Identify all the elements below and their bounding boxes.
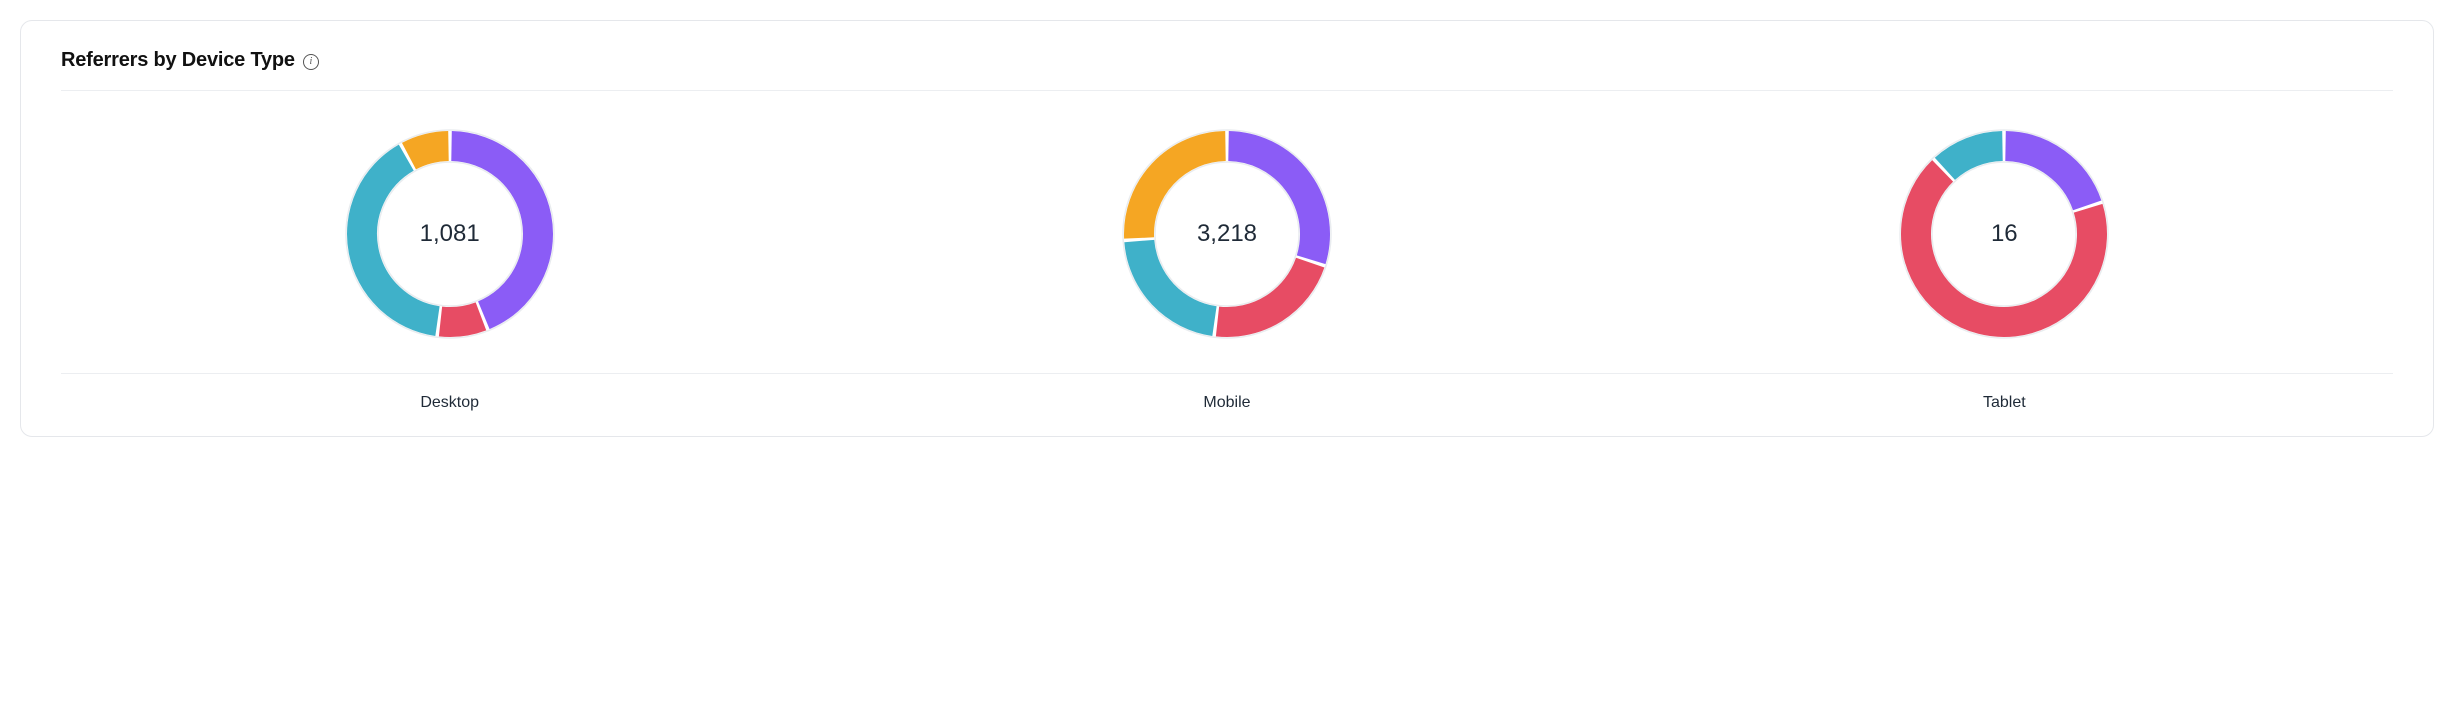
chart-label-mobile: Mobile bbox=[838, 394, 1615, 412]
card-title: Referrers by Device Type bbox=[61, 49, 295, 72]
card-header: Referrers by Device Type i bbox=[61, 49, 2393, 72]
charts-row: 1,081 3,218 16 bbox=[61, 91, 2393, 373]
chart-label-tablet: Tablet bbox=[1616, 394, 2393, 412]
chart-cell-desktop: 1,081 bbox=[61, 129, 838, 339]
chart-label-desktop: Desktop bbox=[61, 394, 838, 412]
info-icon[interactable]: i bbox=[303, 54, 319, 70]
donut-center-value: 16 bbox=[1899, 129, 2109, 339]
chart-cell-tablet: 16 bbox=[1616, 129, 2393, 339]
donut-desktop: 1,081 bbox=[345, 129, 555, 339]
donut-tablet: 16 bbox=[1899, 129, 2109, 339]
donut-center-value: 3,218 bbox=[1122, 129, 1332, 339]
donut-mobile: 3,218 bbox=[1122, 129, 1332, 339]
donut-center-value: 1,081 bbox=[345, 129, 555, 339]
chart-cell-mobile: 3,218 bbox=[838, 129, 1615, 339]
referrers-by-device-card: Referrers by Device Type i 1,0813,21816 … bbox=[20, 20, 2434, 437]
labels-row: DesktopMobileTablet bbox=[61, 374, 2393, 412]
